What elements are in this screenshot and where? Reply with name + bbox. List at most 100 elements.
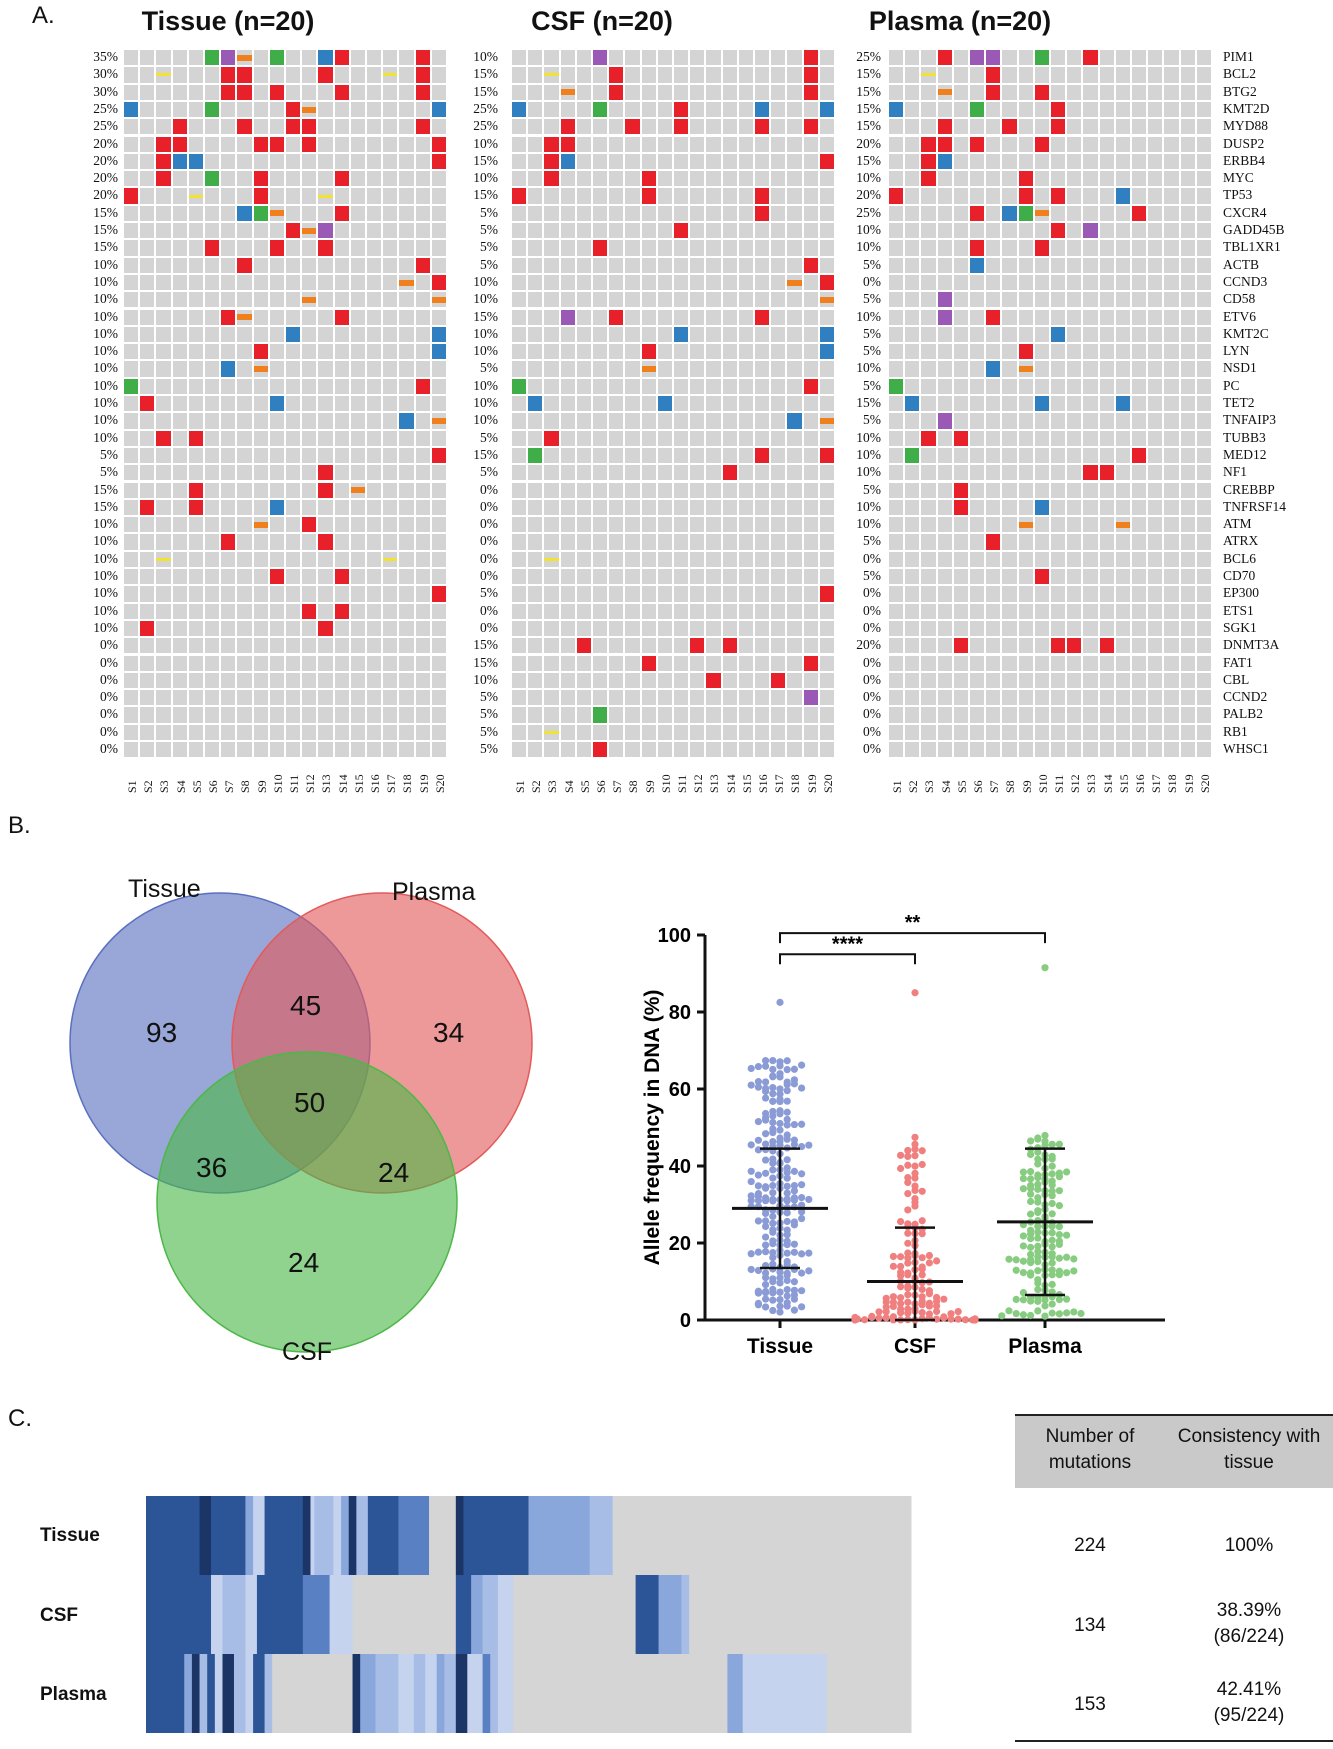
oncoprint-cell	[431, 430, 446, 446]
percent-label: 10%	[473, 377, 498, 393]
oncoprint-cell	[1164, 482, 1179, 498]
mutation-mark-truncating	[1034, 499, 1049, 516]
oncoprint-cell	[237, 136, 252, 152]
oncoprint-cell	[124, 499, 139, 516]
oncoprint-cell	[512, 534, 527, 550]
oncoprint-cell	[905, 292, 920, 308]
oncoprint-cell	[819, 482, 834, 498]
oncoprint-cell	[905, 240, 920, 256]
oncoprint-cell	[1099, 153, 1114, 170]
oncoprint-cell	[205, 326, 220, 343]
oncoprint-cell	[738, 153, 753, 170]
gene-label: DUSP2	[1223, 135, 1265, 151]
data-point	[747, 1177, 755, 1186]
data-point	[1012, 1295, 1020, 1303]
oncoprint-cell	[1132, 309, 1147, 325]
oncoprint-cell	[188, 309, 203, 325]
oncoprint-cell	[787, 499, 802, 516]
oncoprint-cell	[1148, 136, 1163, 152]
oncoprint-cell	[383, 257, 398, 273]
percent-label: 15%	[473, 83, 498, 99]
oncoprint-cell	[889, 361, 904, 377]
oncoprint-cell	[431, 378, 446, 394]
mutation-mark-truncating	[399, 413, 414, 429]
oncoprint-cell	[1115, 551, 1130, 567]
oncoprint-cell	[124, 188, 139, 204]
oncoprint-cell	[738, 638, 753, 654]
oncoprint-cell	[172, 465, 187, 481]
oncoprint-cell	[593, 136, 608, 152]
oncoprint-cell	[318, 724, 333, 740]
oncoprint-cell	[269, 101, 284, 118]
oncoprint-cell	[953, 223, 968, 239]
oncoprint-cell	[803, 638, 818, 654]
oncoprint-cell	[1180, 534, 1195, 550]
oncoprint-cell	[318, 188, 333, 204]
oncoprint-cell	[140, 499, 155, 516]
oncoprint-cell	[544, 620, 559, 637]
oncoprint-cell	[1018, 534, 1033, 550]
mutation-mark-missense	[1018, 188, 1033, 204]
oncoprint-cell	[819, 205, 834, 221]
percent-label: 0%	[480, 602, 498, 618]
oncoprint-cell	[593, 672, 608, 689]
percent-label: 10%	[93, 412, 118, 428]
oncoprint-cell	[819, 430, 834, 446]
sample-label: S20	[820, 774, 835, 794]
oncoprint-cell	[674, 413, 689, 429]
oncoprint-cell	[528, 292, 543, 308]
percent-label: 0%	[480, 568, 498, 583]
oncoprint-cell	[253, 171, 268, 187]
oncoprint-cell	[803, 101, 818, 118]
oncoprint-cell	[953, 690, 968, 706]
oncoprint-cell	[905, 223, 920, 239]
oncoprint-cell	[560, 205, 575, 221]
oncoprint-cell	[1083, 655, 1098, 671]
heatmap-segment	[467, 1654, 484, 1733]
oncoprint-cell	[560, 638, 575, 654]
oncoprint-cell	[156, 603, 171, 619]
oncoprint-cell	[819, 534, 834, 550]
sample-label: S15	[1116, 774, 1131, 794]
oncoprint-cell	[576, 551, 591, 567]
oncoprint-cell	[172, 67, 187, 83]
mutation-mark-missense	[1034, 240, 1049, 256]
oncoprint-cell	[188, 101, 203, 118]
mutation-mark-missense	[512, 188, 527, 204]
oncoprint-cell	[1196, 153, 1211, 170]
oncoprint-cell	[318, 655, 333, 671]
oncoprint-cell	[1115, 724, 1130, 740]
oncoprint-cell	[722, 690, 737, 706]
oncoprint-cell	[1164, 274, 1179, 291]
oncoprint-cell	[593, 465, 608, 481]
oncoprint-cell	[1051, 101, 1066, 118]
oncoprint-cell	[889, 638, 904, 654]
data-point	[776, 1288, 784, 1296]
oncoprint-cell	[803, 309, 818, 325]
oncoprint-cell	[1148, 50, 1163, 66]
oncoprint-cell	[528, 205, 543, 221]
data-point	[851, 1313, 859, 1322]
mutation-mark-missense	[334, 171, 349, 187]
oncoprint-cell	[738, 413, 753, 429]
oncoprint-cell	[755, 378, 770, 394]
oncoprint-cell	[1083, 292, 1098, 308]
oncoprint-cell	[415, 171, 430, 187]
oncoprint-cell	[1018, 499, 1033, 516]
heatmap-segment	[429, 1496, 457, 1575]
oncoprint-cell	[334, 50, 349, 66]
mutation-mark-missense	[803, 50, 818, 66]
oncoprint-cell	[334, 482, 349, 498]
oncoprint-cell	[1196, 309, 1211, 325]
oncoprint-cell	[560, 551, 575, 567]
data-point	[783, 1182, 791, 1190]
oncoprint-cell	[1164, 153, 1179, 170]
oncoprint-cell	[690, 361, 705, 377]
oncoprint-cell	[334, 551, 349, 567]
oncoprint-cell	[1132, 655, 1147, 671]
oncoprint-cell	[399, 136, 414, 152]
oncoprint-cell	[544, 274, 559, 291]
oncoprint-cell	[269, 171, 284, 187]
oncoprint-cell	[1002, 447, 1017, 464]
